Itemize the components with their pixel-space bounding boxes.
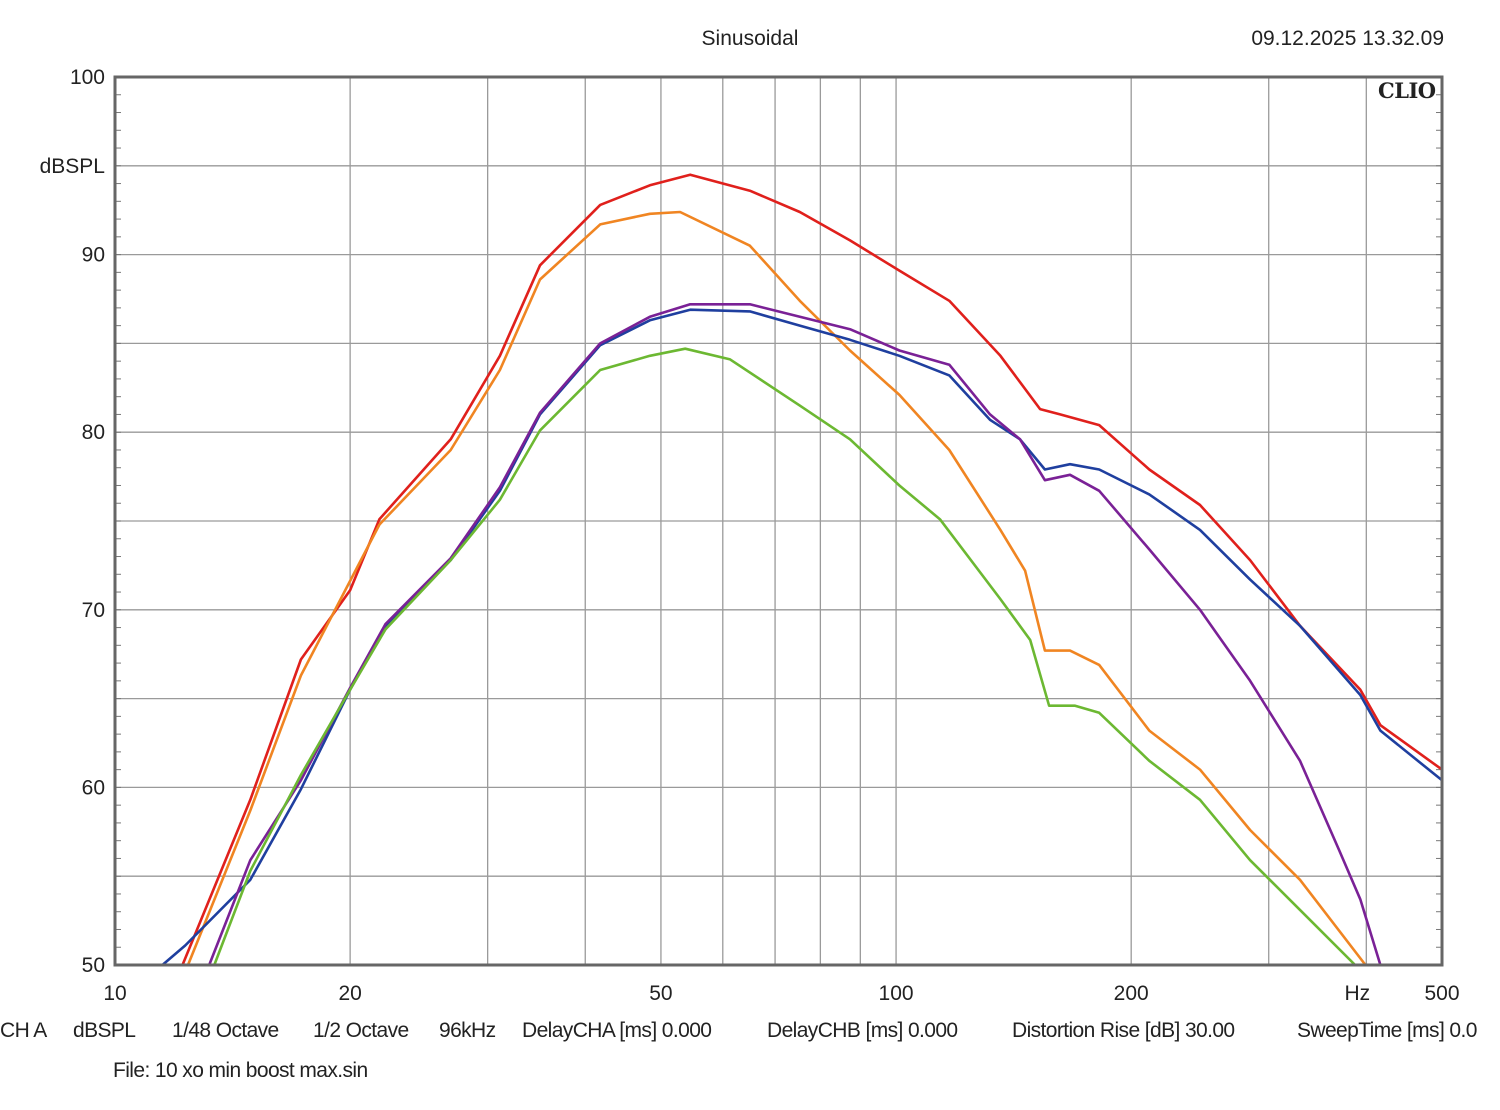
x-tick-label: 100	[879, 982, 914, 1005]
info-samplerate: 96kHz	[439, 1019, 496, 1042]
y-tick-label: 80	[82, 421, 105, 444]
series-line-2	[186, 210, 1367, 966]
clio-logo: CLIO	[1378, 78, 1436, 103]
series-lines	[161, 173, 1443, 966]
y-tick-label: 60	[82, 776, 105, 799]
x-axis-label: Hz	[1344, 982, 1370, 1005]
y-tick-label: 90	[82, 244, 105, 267]
y-axis-label: dBSPL	[40, 155, 105, 178]
x-tick-label: 50	[649, 982, 672, 1005]
file-name: File: 10 xo min boost max.sin	[113, 1059, 368, 1082]
grid	[115, 76, 1442, 966]
y-tick-label: 50	[82, 954, 105, 977]
y-tick-label: 70	[82, 599, 105, 622]
info-delay-chb: DelayCHB [ms] 0.000	[767, 1019, 958, 1042]
y-tick-label: 100	[70, 66, 105, 89]
x-tick-label: 20	[338, 982, 361, 1005]
info-channel: CH A	[0, 1019, 47, 1042]
series-line-4	[207, 303, 1382, 966]
info-sweeptime: SweepTime [ms] 0.0	[1297, 1019, 1477, 1042]
x-tick-label: 500	[1424, 982, 1459, 1005]
info-unit: dBSPL	[73, 1019, 136, 1042]
chart-title: Sinusoidal	[701, 27, 799, 50]
x-tick-label: 200	[1114, 982, 1149, 1005]
info-delay-cha: DelayCHA [ms] 0.000	[522, 1019, 712, 1042]
plot-frame	[113, 75, 1444, 967]
info-distortion-rise: Distortion Rise [dB] 30.00	[1012, 1019, 1235, 1042]
timestamp: 09.12.2025 13.32.09	[1251, 27, 1444, 50]
series-line-5	[213, 347, 1357, 966]
axis-labels: 10 20 50 100 200 500 Hz 50 60 70 80 90 100 dBSPL	[40, 66, 1460, 1005]
x-tick-label: 10	[103, 982, 126, 1005]
info-smoothing: 1/2 Octave	[313, 1019, 409, 1042]
series-line-1	[181, 173, 1443, 966]
info-resolution: 1/48 Octave	[172, 1019, 279, 1042]
